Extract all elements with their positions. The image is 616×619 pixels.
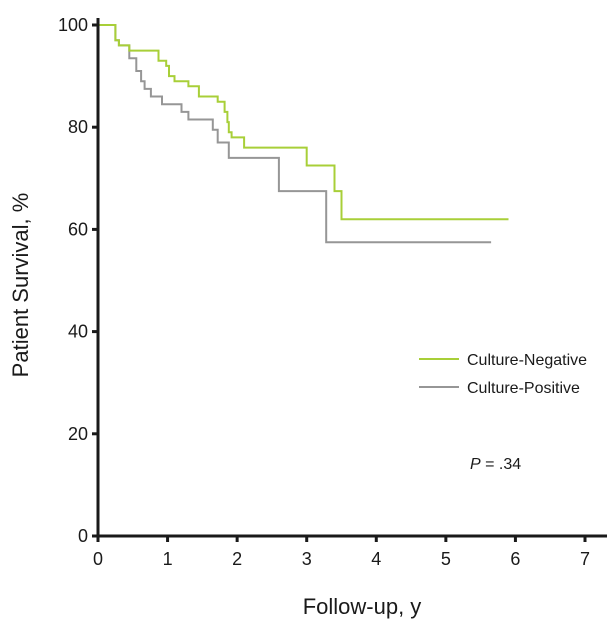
plot-lines bbox=[98, 24, 509, 244]
x-tick-label: 6 bbox=[510, 549, 520, 569]
legend-label-culture-positive: Culture-Positive bbox=[467, 380, 580, 397]
y-tick-label: 60 bbox=[68, 219, 88, 239]
x-axis-title: Follow-up, y bbox=[303, 594, 422, 619]
x-tick-label: 0 bbox=[93, 549, 103, 569]
x-tick-label: 5 bbox=[441, 549, 451, 569]
series-line-culture-positive bbox=[98, 24, 492, 244]
x-tick-label: 1 bbox=[163, 549, 173, 569]
y-axis-title: Patient Survival, % bbox=[8, 193, 33, 378]
y-tick-label: 80 bbox=[68, 117, 88, 137]
x-tick-label: 2 bbox=[232, 549, 242, 569]
p-value-label: P bbox=[470, 456, 481, 473]
x-axis-ticks: 0 1 2 3 4 5 6 7 bbox=[93, 536, 590, 569]
y-axis-ticks: 0 20 40 60 80 100 bbox=[58, 15, 98, 546]
x-tick-label: 4 bbox=[371, 549, 381, 569]
x-tick-label: 3 bbox=[302, 549, 312, 569]
p-value-text: = .34 bbox=[481, 456, 522, 473]
y-tick-label: 0 bbox=[78, 526, 88, 546]
y-tick-label: 40 bbox=[68, 322, 88, 342]
legend: Culture-Negative Culture-Positive bbox=[419, 352, 587, 397]
p-value-annotation: P = .34 bbox=[470, 456, 521, 473]
y-tick-label: 100 bbox=[58, 15, 88, 35]
legend-label-culture-negative: Culture-Negative bbox=[467, 352, 587, 369]
x-tick-label: 7 bbox=[580, 549, 590, 569]
series-line-culture-negative bbox=[98, 24, 509, 221]
y-tick-label: 20 bbox=[68, 424, 88, 444]
